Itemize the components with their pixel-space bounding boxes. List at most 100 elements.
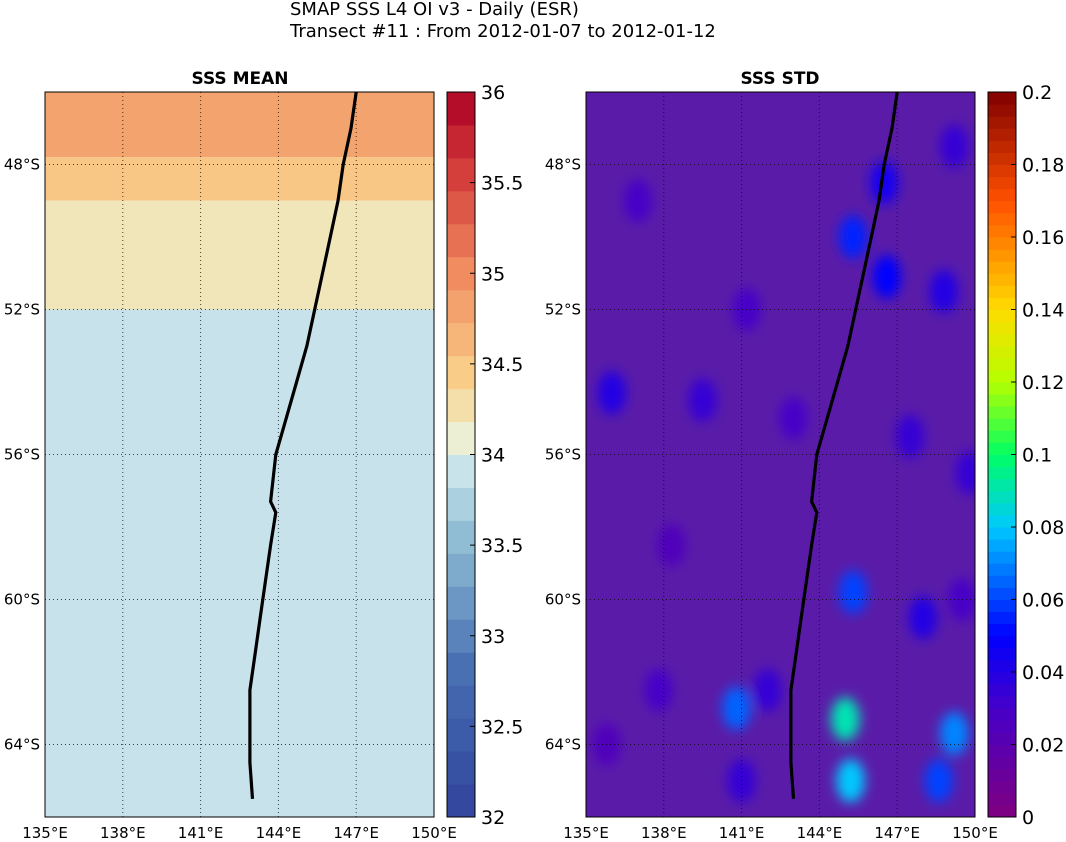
- mean-colorbar-step: [447, 784, 475, 818]
- std-colorbar-label: 0.16: [1022, 227, 1064, 249]
- mean-colorbar-step: [447, 454, 475, 488]
- std-hotspot-20: [939, 124, 969, 169]
- std-colorbar-step: [988, 732, 1016, 745]
- std-hotspot-5: [924, 759, 953, 803]
- std-hotspot-17: [688, 378, 717, 422]
- mean-colorbar-label: 32.5: [481, 716, 523, 738]
- std-colorbar-label: 0.2: [1022, 82, 1052, 104]
- mean-ytick-label: 60°S: [4, 591, 40, 609]
- std-colorbar-step: [988, 357, 1016, 371]
- std-colorbar-step: [988, 454, 1016, 468]
- std-hotspot-21: [623, 179, 653, 223]
- std-colorbar-step: [988, 780, 1016, 794]
- std-colorbar-step: [988, 321, 1016, 335]
- std-colorbar-label: 0.1: [1022, 445, 1052, 467]
- std-ytick-label: 64°S: [545, 736, 581, 754]
- mean-band-0: [45, 92, 434, 158]
- mean-colorbar-step: [447, 586, 475, 620]
- mean-ytick-label: 52°S: [4, 301, 40, 319]
- std-colorbar-step: [988, 647, 1016, 661]
- std-colorbar-step: [988, 345, 1016, 359]
- mean-band-1: [45, 157, 434, 201]
- mean-colorbar-step: [447, 685, 475, 719]
- mean-xtick-label: 147°E: [333, 824, 379, 842]
- std-colorbar-step: [988, 104, 1016, 117]
- std-colorbar-step: [988, 466, 1016, 480]
- std-colorbar-step: [988, 478, 1016, 492]
- std-colorbar-label: 0.02: [1022, 735, 1064, 757]
- std-colorbar-label: 0.04: [1022, 662, 1064, 684]
- mean-colorbar-step: [447, 652, 475, 686]
- mean-ytick-label: 48°S: [4, 156, 40, 174]
- std-colorbar-step: [988, 708, 1016, 721]
- mean-ytick-label: 56°S: [4, 446, 40, 464]
- std-hotspot-8: [869, 160, 899, 205]
- mean-colorbar-step: [447, 751, 475, 785]
- std-colorbar: 0 0.02 0.04 0.06 0.08 0.1 0.12 0.14 0.16 0.18 0.2: [987, 82, 1064, 829]
- std-colorbar-step: [988, 502, 1016, 516]
- std-grid: [586, 92, 975, 817]
- std-xtick-label: 150°E: [952, 824, 998, 842]
- mean-band-3: [45, 309, 434, 817]
- std-colorbar-step: [988, 309, 1016, 323]
- figure-title-line2: Transect #11 : From 2012-01-07 to 2012-0…: [290, 21, 716, 42]
- std-colorbar-step: [988, 92, 1016, 105]
- std-colorbar-step: [988, 623, 1016, 637]
- mean-panel-title: SSS MEAN: [191, 69, 288, 89]
- std-colorbar-label: 0.14: [1022, 300, 1064, 322]
- std-colorbar-step: [988, 684, 1016, 697]
- mean-colorbar-step: [447, 718, 475, 752]
- std-colorbar-step: [988, 140, 1016, 153]
- mean-ytick-label: 64°S: [4, 736, 40, 754]
- std-hotspot-15: [947, 577, 975, 622]
- std-hotspot-6: [838, 215, 868, 259]
- mean-colorbar-step: [447, 388, 475, 423]
- std-hotspots: [592, 124, 975, 803]
- std-colorbar-step: [988, 430, 1016, 443]
- mean-xtick-label: 141°E: [178, 824, 224, 842]
- std-colorbar-step: [988, 744, 1016, 758]
- std-colorbar-step: [988, 285, 1016, 298]
- mean-heatmap: [45, 92, 434, 817]
- std-colorbar-step: [988, 611, 1016, 625]
- mean-grid: [45, 92, 434, 817]
- std-hotspot-16: [955, 450, 975, 495]
- std-hotspot-4: [838, 570, 868, 614]
- std-colorbar-label: 0.06: [1022, 590, 1064, 612]
- std-xtick-label: 141°E: [719, 824, 765, 842]
- std-colorbar-step: [988, 273, 1016, 286]
- std-colorbar-step: [988, 563, 1016, 576]
- std-colorbar-step: [988, 128, 1016, 141]
- std-colorbar-step: [988, 587, 1016, 600]
- mean-colorbar-label: 33.5: [481, 535, 523, 557]
- std-hotspot-2: [939, 711, 969, 756]
- std-hotspot-18: [779, 396, 808, 440]
- std-colorbar-step: [988, 635, 1016, 649]
- std-colorbar-step: [988, 442, 1016, 455]
- std-hotspot-11: [908, 595, 938, 640]
- std-colorbar-step: [988, 551, 1016, 564]
- std-ytick-label: 52°S: [545, 301, 581, 319]
- std-hotspot-12: [929, 269, 959, 314]
- std-colorbar-step: [988, 514, 1016, 528]
- std-colorbar-label: 0: [1022, 807, 1034, 829]
- mean-colorbar-label: 35.5: [481, 173, 523, 195]
- mean-colorbar-label: 32: [481, 807, 505, 829]
- mean-colorbar-label: 35: [481, 263, 505, 285]
- std-panel-title: SSS STD: [740, 69, 819, 89]
- std-hotspot-10: [753, 668, 782, 712]
- mean-colorbar-step: [447, 190, 475, 225]
- std-colorbar-label: 0.18: [1022, 155, 1064, 177]
- std-xtick-label: 135°E: [563, 824, 609, 842]
- std-colorbar-step: [988, 659, 1016, 673]
- std-hotspot-1: [836, 759, 865, 803]
- std-axis-ticks: 135°E 138°E 141°E 144°E 147°E 150°E 48°S 52°S 56…: [545, 156, 998, 842]
- std-xtick-label: 138°E: [641, 824, 687, 842]
- std-colorbar-step: [988, 200, 1016, 214]
- mean-colorbar-step: [447, 157, 475, 192]
- mean-colorbar-step: [447, 553, 475, 587]
- std-colorbar-label: 0.08: [1022, 517, 1064, 539]
- std-colorbar-step: [988, 527, 1016, 540]
- mean-colorbar-label: 34: [481, 445, 505, 467]
- std-colorbar-step: [988, 539, 1016, 552]
